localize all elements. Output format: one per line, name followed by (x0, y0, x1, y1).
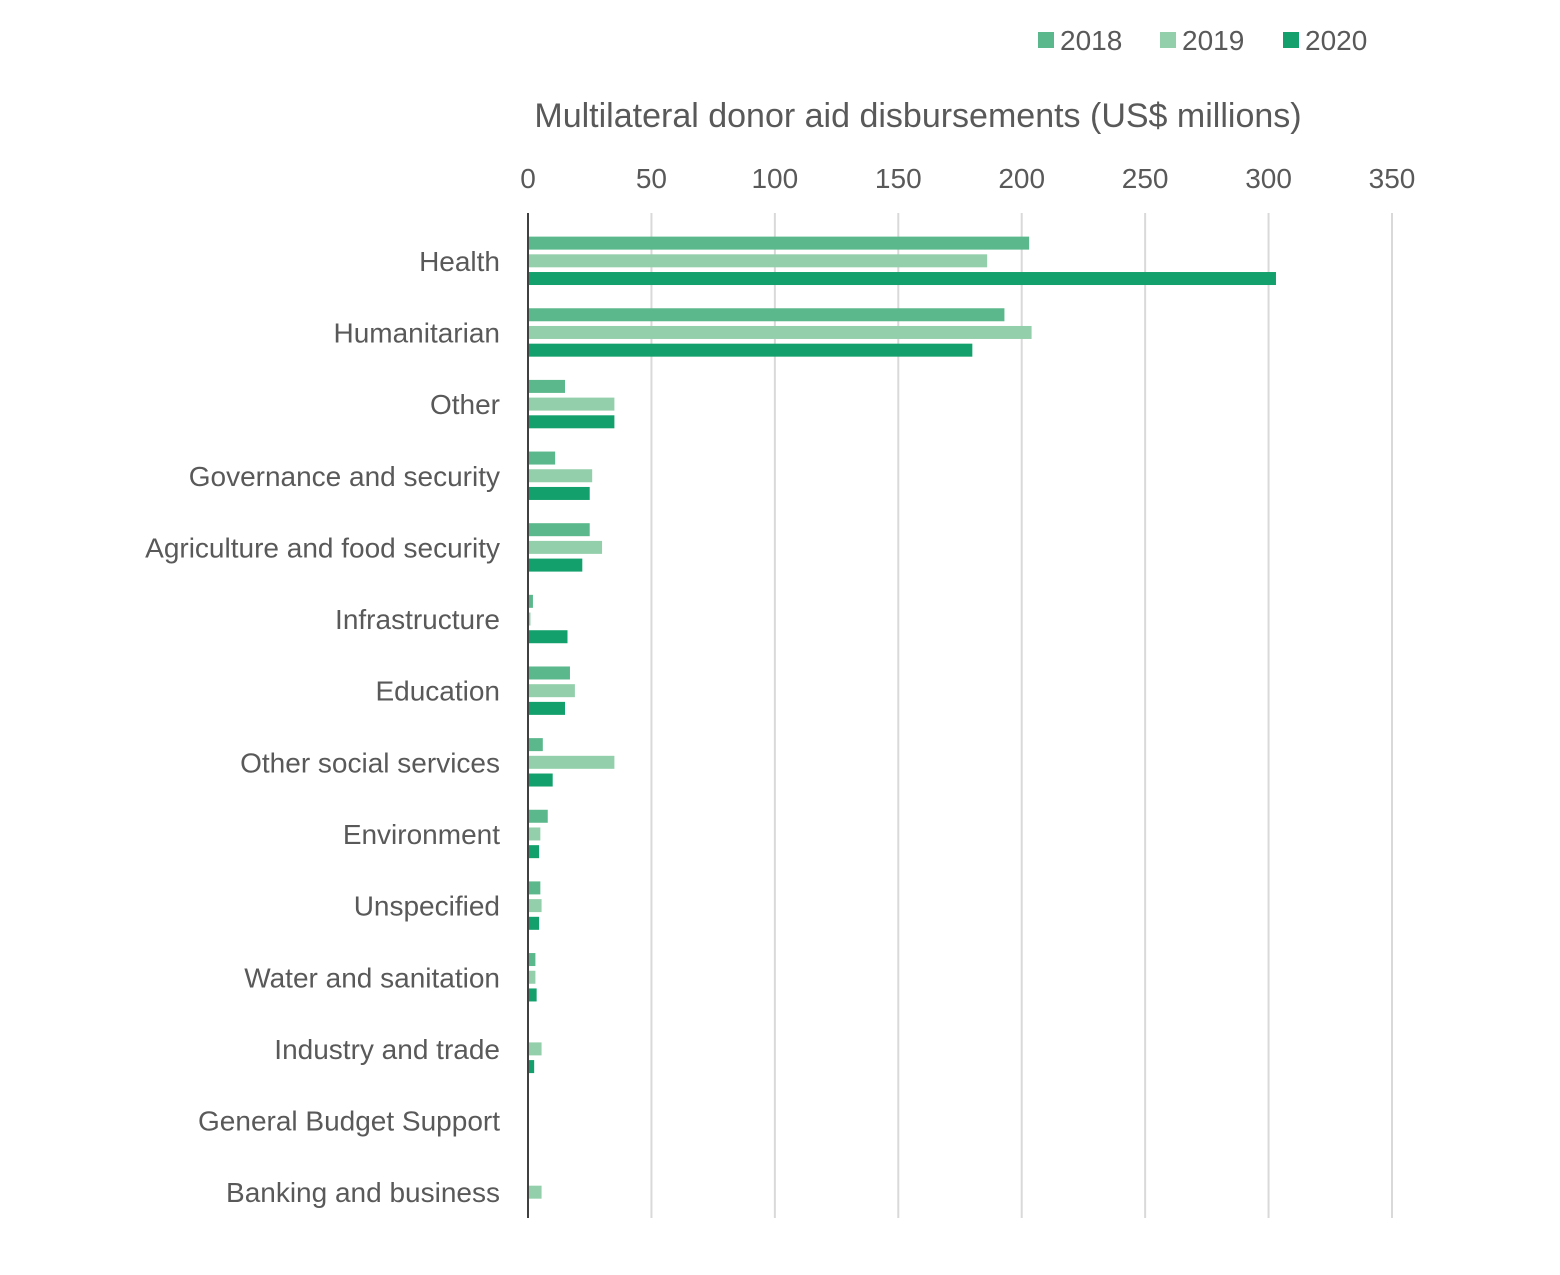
bar-2019 (528, 755, 615, 769)
category-label: General Budget Support (198, 1106, 500, 1137)
x-tick-label: 0 (520, 163, 536, 194)
legend-label: 2018 (1060, 25, 1122, 56)
category-label: Other (430, 389, 500, 420)
bar-2020 (528, 701, 566, 715)
legend-swatch-2019 (1160, 32, 1176, 48)
bar-2019 (528, 612, 531, 626)
x-tick-label: 50 (636, 163, 667, 194)
bar-2019 (528, 1042, 542, 1056)
bar-2018 (528, 379, 566, 393)
category-label: Environment (343, 819, 500, 850)
x-tick-label: 150 (875, 163, 922, 194)
bar-2018 (528, 594, 533, 608)
category-label: Health (419, 246, 500, 277)
legend: 2018 2019 2020 (1038, 25, 1367, 56)
bar-2020 (528, 630, 568, 644)
bar-2020 (528, 988, 537, 1002)
bar-2018 (528, 308, 1005, 322)
bar-2020 (528, 1060, 535, 1074)
bar-2020 (528, 773, 553, 787)
legend-swatch-2020 (1283, 32, 1299, 48)
bar-2019 (528, 1185, 542, 1199)
category-label: Other social services (240, 747, 500, 778)
bar-2018 (528, 451, 556, 465)
bar-2020 (528, 272, 1276, 286)
legend-swatch-2018 (1038, 32, 1054, 48)
x-tick-label: 200 (998, 163, 1045, 194)
bar-2019 (528, 325, 1032, 339)
x-tick-label: 300 (1245, 163, 1292, 194)
bar-2019 (528, 970, 536, 984)
bar-2020 (528, 916, 540, 930)
bar-2018 (528, 738, 543, 752)
bar-2018 (528, 236, 1030, 250)
category-label: Education (375, 676, 500, 707)
bar-2020 (528, 558, 583, 572)
bars (528, 236, 1276, 1199)
bar-2020 (528, 415, 615, 429)
bar-2020 (528, 343, 973, 357)
legend-label: 2019 (1182, 25, 1244, 56)
bar-2019 (528, 397, 615, 411)
x-tick-label: 250 (1122, 163, 1169, 194)
bar-2018 (528, 881, 541, 895)
chart-title: Multilateral donor aid disbursements (US… (534, 97, 1301, 135)
category-label: Agriculture and food security (145, 532, 500, 563)
bar-2019 (528, 540, 603, 554)
category-labels: Health Humanitarian Other Governance and se… (145, 246, 500, 1208)
category-label: Industry and trade (274, 1034, 500, 1065)
category-label: Governance and security (189, 461, 500, 492)
bar-2020 (528, 486, 590, 500)
bar-2019 (528, 827, 541, 841)
bar-2019 (528, 469, 593, 483)
bar-2018 (528, 523, 590, 537)
category-label: Infrastructure (335, 604, 500, 635)
category-label: Humanitarian (333, 317, 500, 348)
x-tick-label: 350 (1369, 163, 1416, 194)
category-label: Unspecified (354, 891, 500, 922)
bar-2019 (528, 254, 988, 268)
category-label: Banking and business (226, 1177, 500, 1208)
gridlines (650, 213, 1393, 1218)
bar-2018 (528, 809, 548, 823)
bar-2019 (528, 899, 542, 913)
category-label: Water and sanitation (244, 962, 500, 993)
bar-2018 (528, 666, 570, 680)
x-tick-label: 100 (751, 163, 798, 194)
x-axis-tick-labels: 0 50 100 150 200 250 300 350 (520, 163, 1415, 194)
legend-label: 2020 (1305, 25, 1367, 56)
bar-2020 (528, 845, 540, 859)
bar-2018 (528, 953, 536, 967)
bar-2019 (528, 684, 575, 698)
